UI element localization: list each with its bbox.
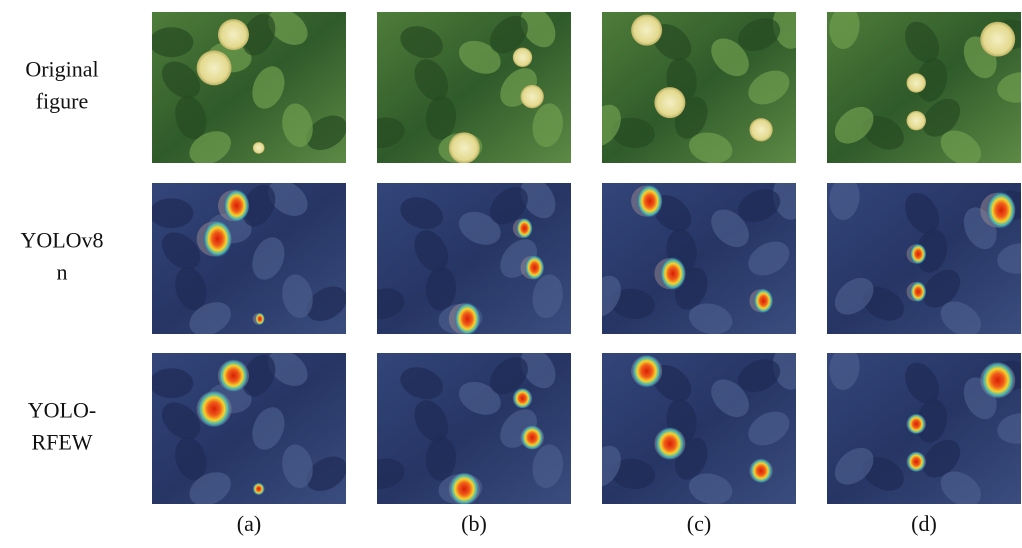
- figure-panel: [580, 173, 808, 338]
- row-label: YOLOv8: [20, 228, 103, 253]
- heat-spot: [513, 388, 532, 409]
- panel-content: [149, 2, 353, 171]
- panel-content: [358, 171, 571, 336]
- melon: [749, 118, 772, 141]
- heat-spot: [637, 184, 663, 218]
- melon: [907, 73, 926, 92]
- panel-content: [580, 343, 808, 508]
- panel-content: [827, 344, 1022, 513]
- heat-spot: [197, 390, 232, 428]
- column-label: (b): [461, 511, 487, 536]
- leaf: [149, 368, 193, 398]
- leaf: [149, 198, 193, 228]
- column-label: (a): [237, 511, 261, 536]
- heat-spot: [660, 257, 686, 291]
- row-label: RFEW: [31, 430, 92, 455]
- figure-panel: [580, 2, 808, 167]
- leaf: [149, 27, 193, 57]
- figure-panel: [149, 343, 353, 512]
- panel-content: [827, 174, 1022, 343]
- heat-spot: [253, 482, 265, 495]
- panel-content: [580, 2, 808, 167]
- figure-panel: [827, 174, 1022, 343]
- heat-spot: [203, 220, 233, 258]
- melon: [980, 22, 1015, 57]
- column-label: (c): [687, 511, 711, 536]
- figure-panel: [358, 0, 571, 165]
- heat-spot: [223, 189, 249, 223]
- heat-spot: [631, 354, 662, 388]
- heat-spot: [449, 472, 480, 506]
- row-label: YOLO-: [28, 398, 96, 423]
- panel-content: [358, 0, 571, 165]
- figure: Original figure YOLOv8 n YOLO- RFEW (a) (b) (c) (…: [0, 0, 1022, 548]
- heat-spot: [910, 281, 926, 302]
- heat-spot: [986, 191, 1016, 229]
- melon: [513, 48, 532, 67]
- figure-panel: [149, 173, 353, 342]
- melon: [631, 15, 662, 46]
- melon: [197, 50, 232, 85]
- panel-content: [149, 343, 353, 512]
- heat-spot: [654, 427, 685, 461]
- heat-spot: [907, 451, 926, 472]
- heat-spot: [754, 288, 774, 314]
- heat-spot: [910, 243, 926, 264]
- row-label: Original: [25, 57, 98, 82]
- column-label: (d): [911, 511, 937, 536]
- melon: [907, 111, 926, 130]
- row-label: figure: [36, 89, 89, 114]
- row-label: n: [57, 260, 68, 285]
- heat-spot: [907, 413, 926, 434]
- figure-panel: [827, 3, 1022, 172]
- melon: [521, 85, 544, 108]
- heat-spot: [749, 458, 772, 484]
- melon: [218, 19, 249, 50]
- heat-spot: [980, 361, 1015, 399]
- melon: [449, 132, 480, 163]
- figure-panel: [358, 341, 571, 506]
- figure-panel: [580, 343, 808, 508]
- panel-content: [827, 3, 1022, 172]
- heat-spot: [525, 255, 545, 281]
- melon: [253, 142, 265, 154]
- figure-panel: [358, 171, 571, 336]
- heat-spot: [255, 312, 265, 325]
- melon: [654, 87, 685, 118]
- figure-panel: [149, 2, 353, 171]
- heat-spot: [454, 302, 480, 336]
- panel-content: [358, 341, 571, 506]
- heat-spot: [218, 359, 249, 393]
- figure-panel: [827, 344, 1022, 513]
- heat-spot: [516, 218, 532, 239]
- panel-content: [580, 173, 808, 338]
- panel-content: [149, 173, 353, 342]
- heat-spot: [521, 425, 544, 451]
